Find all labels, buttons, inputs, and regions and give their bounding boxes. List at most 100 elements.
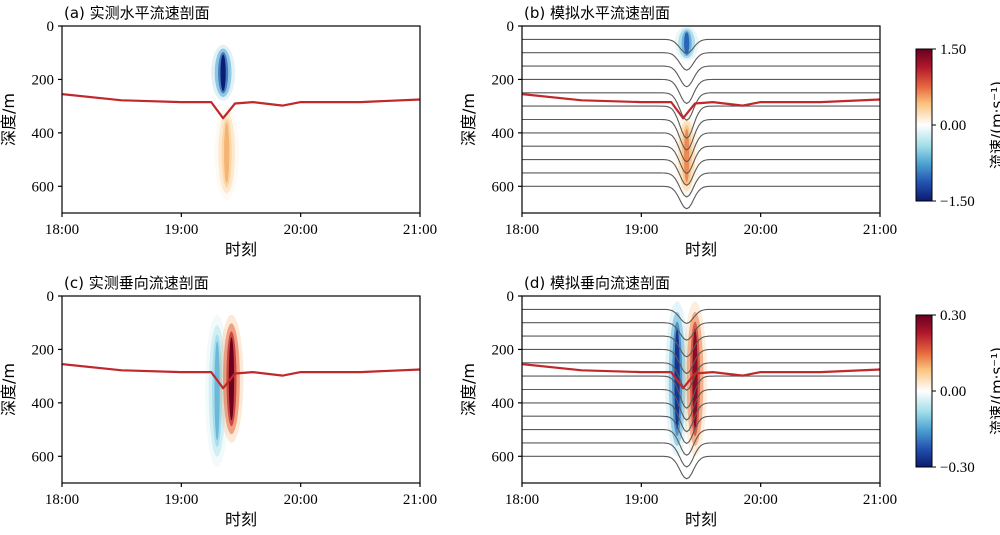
x-tick-label: 21:00 (863, 222, 897, 238)
heatmap-feature-1 (692, 328, 698, 430)
colorbar-tick-label: −0.30 (940, 460, 975, 476)
isoline-50 (522, 308, 880, 324)
panel-title: (b) 模拟水平流速剖面 (524, 4, 670, 22)
isoline-100 (522, 52, 880, 71)
x-tick-label: 19:00 (624, 222, 658, 238)
panel-b: 0 200 400 600 18:00 19:00 20:00 21:00 (b) 模拟水平流速… (459, 4, 897, 259)
y-tick-label: 0 (47, 19, 55, 35)
isoline-300 (522, 105, 880, 139)
y-tick-label: 600 (492, 179, 515, 195)
colorbar-tick-label: 0.30 (940, 308, 966, 324)
axes-frame (521, 295, 881, 484)
isoline-550 (522, 442, 880, 468)
x-axis-label: 时刻 (685, 510, 717, 529)
y-axis-label: 深度/m (459, 93, 478, 146)
y-tick-label: 600 (32, 179, 55, 195)
y-tick-label: 0 (507, 289, 515, 305)
isoline-550 (522, 172, 880, 198)
plot-area (522, 296, 880, 483)
isoline-450 (522, 145, 880, 175)
y-tick-label: 200 (492, 72, 515, 88)
y-axis-label: 深度/m (0, 363, 18, 416)
heatmap-feature-0 (214, 341, 220, 441)
x-tick-label: 20:00 (744, 492, 778, 508)
x-tick-label: 18:00 (45, 222, 79, 238)
heatmap-feature-0 (684, 32, 690, 55)
y-tick-label: 200 (492, 342, 515, 358)
x-tick-label: 19:00 (164, 222, 198, 238)
isoline-600 (522, 185, 880, 210)
interface-line (62, 363, 420, 390)
x-tick-label: 18:00 (45, 492, 79, 508)
plot-area (522, 26, 880, 213)
axes-frame (61, 25, 421, 214)
y-tick-label: 400 (32, 396, 55, 412)
heatmap-feature-0 (220, 54, 226, 91)
y-tick-label: 400 (492, 126, 515, 142)
panel-title: (c) 实测垂向流速剖面 (64, 274, 209, 292)
y-tick-label: 200 (32, 72, 55, 88)
x-tick-label: 21:00 (863, 492, 897, 508)
x-axis-label: 时刻 (685, 240, 717, 259)
y-tick-label: 0 (47, 289, 55, 305)
isoline-150 (522, 335, 880, 358)
isoline-400 (522, 402, 880, 433)
panel-a: 0 200 400 600 18:00 19:00 20:00 21:00 (a) 实测水平流速… (0, 4, 437, 259)
colorbar-tick-label: 1.50 (940, 42, 966, 58)
interface-line (522, 93, 880, 120)
x-tick-label: 20:00 (744, 222, 778, 238)
isoline-500 (522, 429, 880, 456)
x-tick-label: 18:00 (505, 222, 539, 238)
y-axis-label: 深度/m (459, 363, 478, 416)
x-axis-label: 时刻 (225, 240, 257, 259)
panel-title: (a) 实测水平流速剖面 (64, 4, 210, 22)
colorbar-tick-label: 0.00 (940, 384, 966, 400)
y-axis-label: 深度/m (0, 93, 18, 146)
isoline-600 (522, 455, 880, 480)
y-tick-label: 0 (507, 19, 515, 35)
colorbar-gradient (915, 314, 933, 468)
y-tick-label: 600 (492, 449, 515, 465)
y-tick-label: 400 (492, 396, 515, 412)
y-tick-label: 600 (32, 449, 55, 465)
isoline-100 (522, 322, 880, 341)
isoline-350 (522, 388, 880, 421)
x-tick-label: 19:00 (624, 492, 658, 508)
axes-frame (61, 295, 421, 484)
isoline-200 (522, 78, 880, 105)
interface-line (62, 93, 420, 120)
y-tick-label: 200 (32, 342, 55, 358)
panel-d: 0 200 400 600 18:00 19:00 20:00 21:00 (d) 模拟垂向流速… (459, 274, 897, 529)
isoline-250 (522, 362, 880, 391)
panel-c: 0 200 400 600 18:00 19:00 20:00 21:00 (c) 实测垂向流速… (0, 274, 437, 529)
x-tick-label: 19:00 (164, 492, 198, 508)
isoline-400 (522, 132, 880, 163)
colorbar-tick-label: −1.50 (940, 194, 975, 210)
colorbar-1: 1.50 0.00 −1.50 流速/(m·s⁻¹) (915, 42, 1000, 210)
x-tick-label: 20:00 (284, 222, 318, 238)
colorbar-2: 0.30 0.00 −0.30 流速/(m·s⁻¹) (915, 308, 1000, 476)
y-tick-label: 400 (32, 126, 55, 142)
heatmap-feature-1 (224, 122, 230, 184)
plot-area (62, 26, 420, 213)
colorbar-label: 流速/(m·s⁻¹) (988, 81, 1000, 169)
x-tick-label: 18:00 (505, 492, 539, 508)
isoline-150 (522, 65, 880, 88)
isoline-350 (522, 118, 880, 151)
isoline-50 (522, 38, 880, 54)
isoline-200 (522, 348, 880, 375)
x-tick-label: 21:00 (403, 222, 437, 238)
colorbar-gradient (915, 48, 933, 202)
heatmap-feature-1 (684, 128, 690, 183)
x-tick-label: 21:00 (403, 492, 437, 508)
x-axis-label: 时刻 (225, 510, 257, 529)
isoline-250 (522, 92, 880, 121)
isoline-300 (522, 375, 880, 409)
colorbar-tick-label: 0.00 (940, 118, 966, 134)
isoline-450 (522, 415, 880, 445)
colorbar-label: 流速/(m·s⁻¹) (988, 347, 1000, 435)
panel-title: (d) 模拟垂向流速剖面 (524, 274, 670, 292)
interface-line (522, 363, 880, 390)
axes-frame (521, 25, 881, 214)
